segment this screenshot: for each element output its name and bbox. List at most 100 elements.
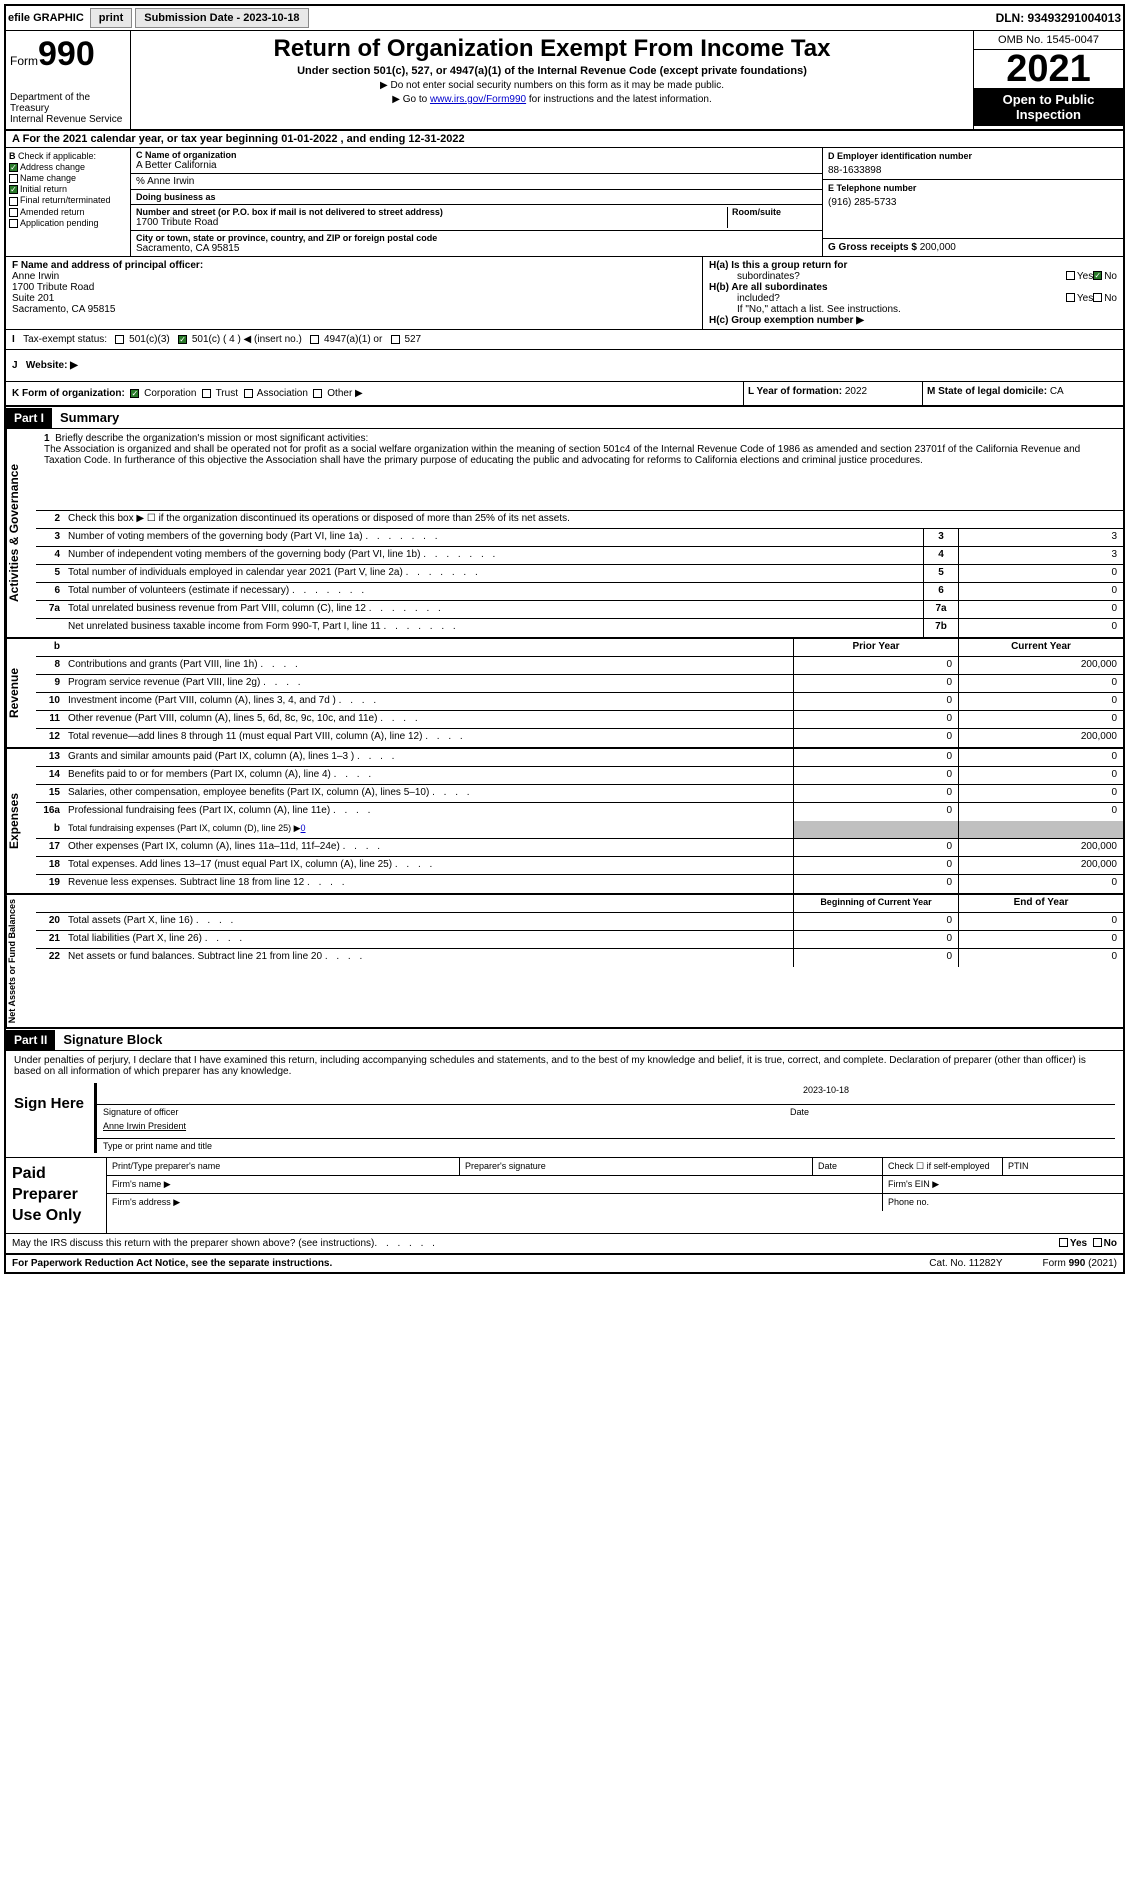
gross-receipts-value: 200,000	[920, 242, 956, 253]
sign-here-label: Sign Here	[14, 1083, 94, 1153]
governance-side-label: Activities & Governance	[6, 429, 36, 637]
public-inspection: Open to Public Inspection	[974, 88, 1123, 126]
summary-row: 13Grants and similar amounts paid (Part …	[36, 749, 1123, 767]
i-527-checkbox[interactable]	[391, 335, 400, 344]
netassets-side-label: Net Assets or Fund Balances	[6, 895, 36, 1027]
fundraising-link[interactable]: 0	[301, 823, 306, 833]
hb-yes-checkbox[interactable]	[1066, 293, 1075, 302]
ha-yes-checkbox[interactable]	[1066, 271, 1075, 280]
ha-no-checkbox[interactable]	[1093, 271, 1102, 280]
catalog-number: Cat. No. 11282Y	[929, 1258, 1002, 1269]
self-employed-check: Check ☐ if self-employed	[883, 1158, 1003, 1175]
summary-row: 22Net assets or fund balances. Subtract …	[36, 949, 1123, 967]
checkbox-application-pending[interactable]: Application pending	[9, 218, 127, 228]
col-m-state: M State of legal domicile: CA	[923, 382, 1123, 405]
col-h-group: H(a) Is this a group return for subordin…	[703, 257, 1123, 329]
hc-label: H(c) Group exemption number ▶	[709, 315, 864, 326]
perjury-declaration: Under penalties of perjury, I declare th…	[14, 1055, 1115, 1077]
summary-row: 16aProfessional fundraising fees (Part I…	[36, 803, 1123, 821]
print-button[interactable]: print	[90, 8, 132, 28]
discuss-no-checkbox[interactable]	[1093, 1238, 1102, 1247]
summary-row: 15Salaries, other compensation, employee…	[36, 785, 1123, 803]
summary-row: 3Number of voting members of the governi…	[36, 529, 1123, 547]
form-subtitle: Under section 501(c), 527, or 4947(a)(1)…	[135, 65, 969, 77]
summary-row: 14Benefits paid to or for members (Part …	[36, 767, 1123, 785]
mission-block: 1 Briefly describe the organization's mi…	[36, 429, 1123, 511]
col-d-ein: D Employer identification number 88-16338…	[823, 148, 1123, 256]
form-page: efile GRAPHIC print Submission Date - 20…	[4, 4, 1125, 1274]
hb-no-checkbox[interactable]	[1093, 293, 1102, 302]
signature-label: Signature of officer	[103, 1107, 790, 1117]
discontinue-check: Check this box ▶ ☐ if the organization d…	[64, 511, 1123, 528]
signature-block: Under penalties of perjury, I declare th…	[6, 1051, 1123, 1157]
top-bar: efile GRAPHIC print Submission Date - 20…	[6, 6, 1123, 31]
col-l-year: L Year of formation: 2022	[743, 382, 923, 405]
form-title: Return of Organization Exempt From Incom…	[135, 35, 969, 63]
paid-preparer-label: Paid Preparer Use Only	[6, 1158, 106, 1232]
part1-title: Summary	[52, 407, 127, 428]
firm-addr-label: Firm's address ▶	[107, 1194, 883, 1211]
header-center: Return of Organization Exempt From Incom…	[131, 31, 973, 129]
i-501c3-checkbox[interactable]	[115, 335, 124, 344]
expenses-side-label: Expenses	[6, 749, 36, 893]
revenue-section: Revenue bPrior YearCurrent Year 8Contrib…	[6, 639, 1123, 749]
summary-row: 10Investment income (Part VIII, column (…	[36, 693, 1123, 711]
summary-row: 21Total liabilities (Part X, line 26) . …	[36, 931, 1123, 949]
checkbox-name-change[interactable]: Name change	[9, 173, 127, 183]
form-number: 990	[38, 35, 95, 73]
checkbox-address-change[interactable]: Address change	[9, 162, 127, 172]
checkbox-initial-return[interactable]: Initial return	[9, 184, 127, 194]
gross-receipts-label: G Gross receipts $	[828, 242, 917, 253]
preparer-name-label: Print/Type preparer's name	[107, 1158, 460, 1175]
h-note: If "No," attach a list. See instructions…	[709, 304, 1117, 315]
i-501c-checkbox[interactable]	[178, 335, 187, 344]
row-i-status: I Tax-exempt status: 501(c)(3) 501(c) ( …	[6, 330, 1123, 350]
part2-title: Signature Block	[55, 1029, 170, 1050]
summary-row: Net unrelated business taxable income fr…	[36, 619, 1123, 637]
k-trust-checkbox[interactable]	[202, 389, 211, 398]
sign-date: 2023-10-18	[803, 1085, 849, 1102]
header-left: Form990 Department of the Treasury Inter…	[6, 31, 131, 129]
name-title-label: Type or print name and title	[103, 1141, 1109, 1151]
i-4947-checkbox[interactable]	[310, 335, 319, 344]
irs-link[interactable]: www.irs.gov/Form990	[430, 94, 526, 105]
org-name-label: C Name of organization	[136, 150, 817, 160]
k-corp-checkbox[interactable]	[130, 389, 139, 398]
summary-row: 5Total number of individuals employed in…	[36, 565, 1123, 583]
checkbox-final-return-terminated[interactable]: Final return/terminated	[9, 195, 127, 205]
irs-label: Internal Revenue Service	[10, 114, 126, 125]
grey-cell	[793, 821, 958, 838]
discuss-yes-checkbox[interactable]	[1059, 1238, 1068, 1247]
street-address: 1700 Tribute Road	[136, 217, 218, 228]
header-right: OMB No. 1545-0047 2021 Open to Public In…	[973, 31, 1123, 129]
ptin-label: PTIN	[1003, 1158, 1123, 1175]
officer-name-title: Anne Irwin President	[103, 1121, 186, 1131]
discuss-question: May the IRS discuss this return with the…	[12, 1238, 374, 1249]
summary-row: 19Revenue less expenses. Subtract line 1…	[36, 875, 1123, 893]
checkbox-amended-return[interactable]: Amended return	[9, 207, 127, 217]
paid-preparer-block: Paid Preparer Use Only Print/Type prepar…	[6, 1157, 1123, 1232]
ein-label: D Employer identification number	[828, 151, 1118, 161]
section-bcd: B Check if applicable: Address changeNam…	[6, 148, 1123, 257]
preparer-sig-label: Preparer's signature	[460, 1158, 813, 1175]
prior-year-hdr: Prior Year	[793, 639, 958, 656]
phone-value: (916) 285-5733	[828, 197, 1118, 208]
submission-date-button[interactable]: Submission Date - 2023-10-18	[135, 8, 308, 28]
city-state-zip: Sacramento, CA 95815	[136, 243, 239, 254]
summary-row: 9Program service revenue (Part VIII, lin…	[36, 675, 1123, 693]
dba-label: Doing business as	[136, 192, 817, 202]
col-f-officer: F Name and address of principal officer:…	[6, 257, 703, 329]
k-assoc-checkbox[interactable]	[244, 389, 253, 398]
ein-value: 88-1633898	[828, 165, 1118, 176]
firm-ein-label: Firm's EIN ▶	[883, 1176, 1123, 1193]
col-c-org: C Name of organizationA Better Californi…	[131, 148, 823, 256]
room-label: Room/suite	[732, 207, 817, 217]
care-of: % Anne Irwin	[136, 176, 194, 187]
revenue-side-label: Revenue	[6, 639, 36, 747]
summary-row: 11Other revenue (Part VIII, column (A), …	[36, 711, 1123, 729]
part1-header: Part I Summary	[6, 407, 1123, 429]
org-name: A Better California	[136, 160, 217, 171]
col-k-form-org: K Form of organization: Corporation Trus…	[6, 382, 743, 405]
k-other-checkbox[interactable]	[313, 389, 322, 398]
city-label: City or town, state or province, country…	[136, 233, 817, 243]
